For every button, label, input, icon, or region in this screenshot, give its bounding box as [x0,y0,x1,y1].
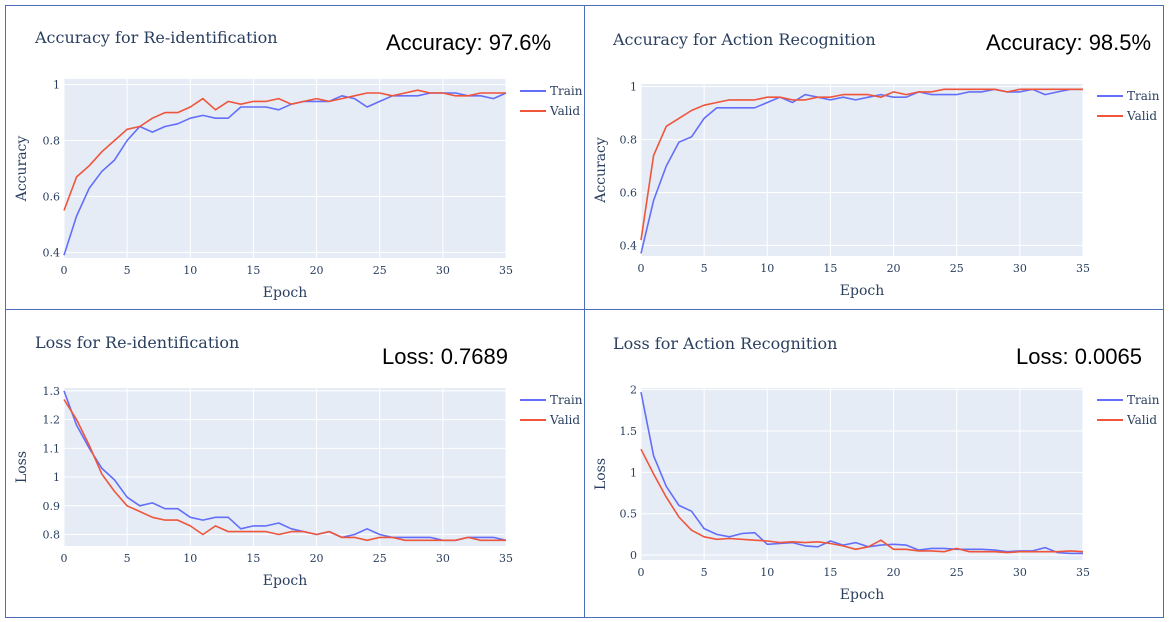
y-tick-label: 2 [630,384,637,397]
plot-area [64,388,506,546]
chart-title: Accuracy for Action Recognition [613,30,876,49]
x-tick-label: 35 [1076,262,1090,275]
legend-label-valid: Valid [549,413,580,427]
y-tick-label: 0.6 [620,186,638,199]
x-tick-label: 0 [638,566,645,579]
accuracy-annotation: Accuracy: 97.6% [386,30,552,55]
x-axis-label: Epoch [840,283,884,299]
x-tick-label: 15 [246,264,260,277]
y-tick-label: 0.6 [43,190,61,203]
plot-area [64,79,506,258]
chart-panel-action-loss: Loss for Action Recognition Loss: 0.0065… [584,309,1164,618]
y-tick-label: 1 [53,471,60,484]
y-tick-label: 0.5 [620,508,638,521]
y-tick-label: 1 [630,81,637,94]
x-axis-label: Epoch [263,285,307,301]
x-tick-label: 15 [823,262,837,275]
x-tick-label: 10 [760,262,774,275]
x-tick-label: 5 [701,262,708,275]
x-tick-label: 15 [246,552,260,565]
loss-annotation: Loss: 0.0065 [1016,344,1142,369]
loss-action-plot: 0 5 10 15 20 25 30 35 0 0.5 1 1.5 2 Epoch Loss Train Val… [593,384,1160,603]
x-axis-label: Epoch [840,587,884,603]
chart-panel-reid-accuracy: Accuracy for Re-identification Accuracy:… [5,5,585,310]
loss-reid-plot: 0 5 10 15 20 25 30 35 0.8 0.9 1 1.1 1.2 1.3 Epoch Loss T… [14,385,583,589]
x-tick-label: 30 [436,552,450,565]
x-tick-label: 35 [499,264,513,277]
y-tick-label: 0.4 [43,246,61,259]
y-tick-label: 1 [53,79,60,92]
y-axis-label: Loss [593,458,609,490]
legend-label-train: Train [550,393,583,407]
x-axis-label: Epoch [263,573,307,589]
x-tick-label: 20 [887,566,901,579]
y-axis-label: Loss [14,451,30,483]
x-tick-label: 0 [638,262,645,275]
x-tick-label: 20 [310,264,324,277]
x-tick-label: 20 [887,262,901,275]
x-tick-label: 30 [1013,566,1027,579]
chart-panel-reid-loss: Loss for Re-identification Loss: 0.7689 … [5,309,585,618]
x-tick-label: 10 [183,264,197,277]
series-line-train [63,390,507,542]
plot-area [641,388,1083,560]
x-tick-label: 35 [499,552,513,565]
series-line-valid [63,89,506,211]
y-tick-label: 0.4 [620,239,638,252]
chart-title: Loss for Action Recognition [613,334,838,353]
chart-title: Accuracy for Re-identification [35,28,278,47]
legend-label-train: Train [1127,393,1160,407]
loss-annotation: Loss: 0.7689 [382,344,508,369]
x-tick-label: 0 [61,552,68,565]
y-tick-label: 0.9 [43,500,61,513]
plot-area [641,84,1083,256]
x-tick-label: 15 [823,566,837,579]
x-tick-label: 20 [310,552,324,565]
legend-label-valid: Valid [1126,413,1157,427]
chart-title: Loss for Re-identification [35,333,240,352]
y-tick-label: 1 [630,466,637,479]
x-tick-label: 0 [61,264,68,277]
legend-label-train: Train [550,84,583,98]
series-line-train [640,391,1083,555]
x-tick-label: 5 [124,264,131,277]
y-axis-label: Accuracy [593,137,609,204]
accuracy-annotation: Accuracy: 98.5% [986,30,1152,55]
x-tick-label: 35 [1076,566,1090,579]
legend-label-valid: Valid [1126,109,1157,123]
x-tick-label: 10 [183,552,197,565]
y-tick-label: 0.8 [43,529,61,542]
x-tick-label: 25 [950,566,964,579]
x-tick-label: 5 [124,552,131,565]
y-tick-label: 1.1 [43,442,61,455]
y-tick-label: 0 [630,549,637,562]
y-axis-label: Accuracy [14,136,30,203]
series-line-valid [640,88,1083,241]
y-tick-label: 1.2 [43,414,61,427]
legend-label-valid: Valid [549,104,580,118]
y-tick-label: 1.5 [620,425,638,438]
x-tick-label: 30 [436,264,450,277]
series-line-valid [63,399,506,542]
y-tick-label: 1.3 [43,385,61,398]
x-tick-label: 30 [1013,262,1027,275]
x-tick-label: 25 [373,552,387,565]
x-tick-label: 25 [373,264,387,277]
y-tick-label: 0.8 [620,134,638,147]
accuracy-action-plot: 0 5 10 15 20 25 30 35 0.4 0.6 0.8 1 Epoch Accuracy Tra… [593,81,1160,299]
series-line-valid [640,448,1084,554]
accuracy-reid-plot: 0 5 10 15 20 25 30 35 0.4 0.6 0.8 1 Epoch Accuracy Tra… [14,79,583,301]
x-tick-label: 25 [950,262,964,275]
x-tick-label: 5 [701,566,708,579]
x-tick-label: 10 [760,566,774,579]
chart-panel-action-accuracy: Accuracy for Action Recognition Accuracy… [584,5,1164,310]
legend-label-train: Train [1127,89,1160,103]
y-tick-label: 0.8 [43,135,61,148]
